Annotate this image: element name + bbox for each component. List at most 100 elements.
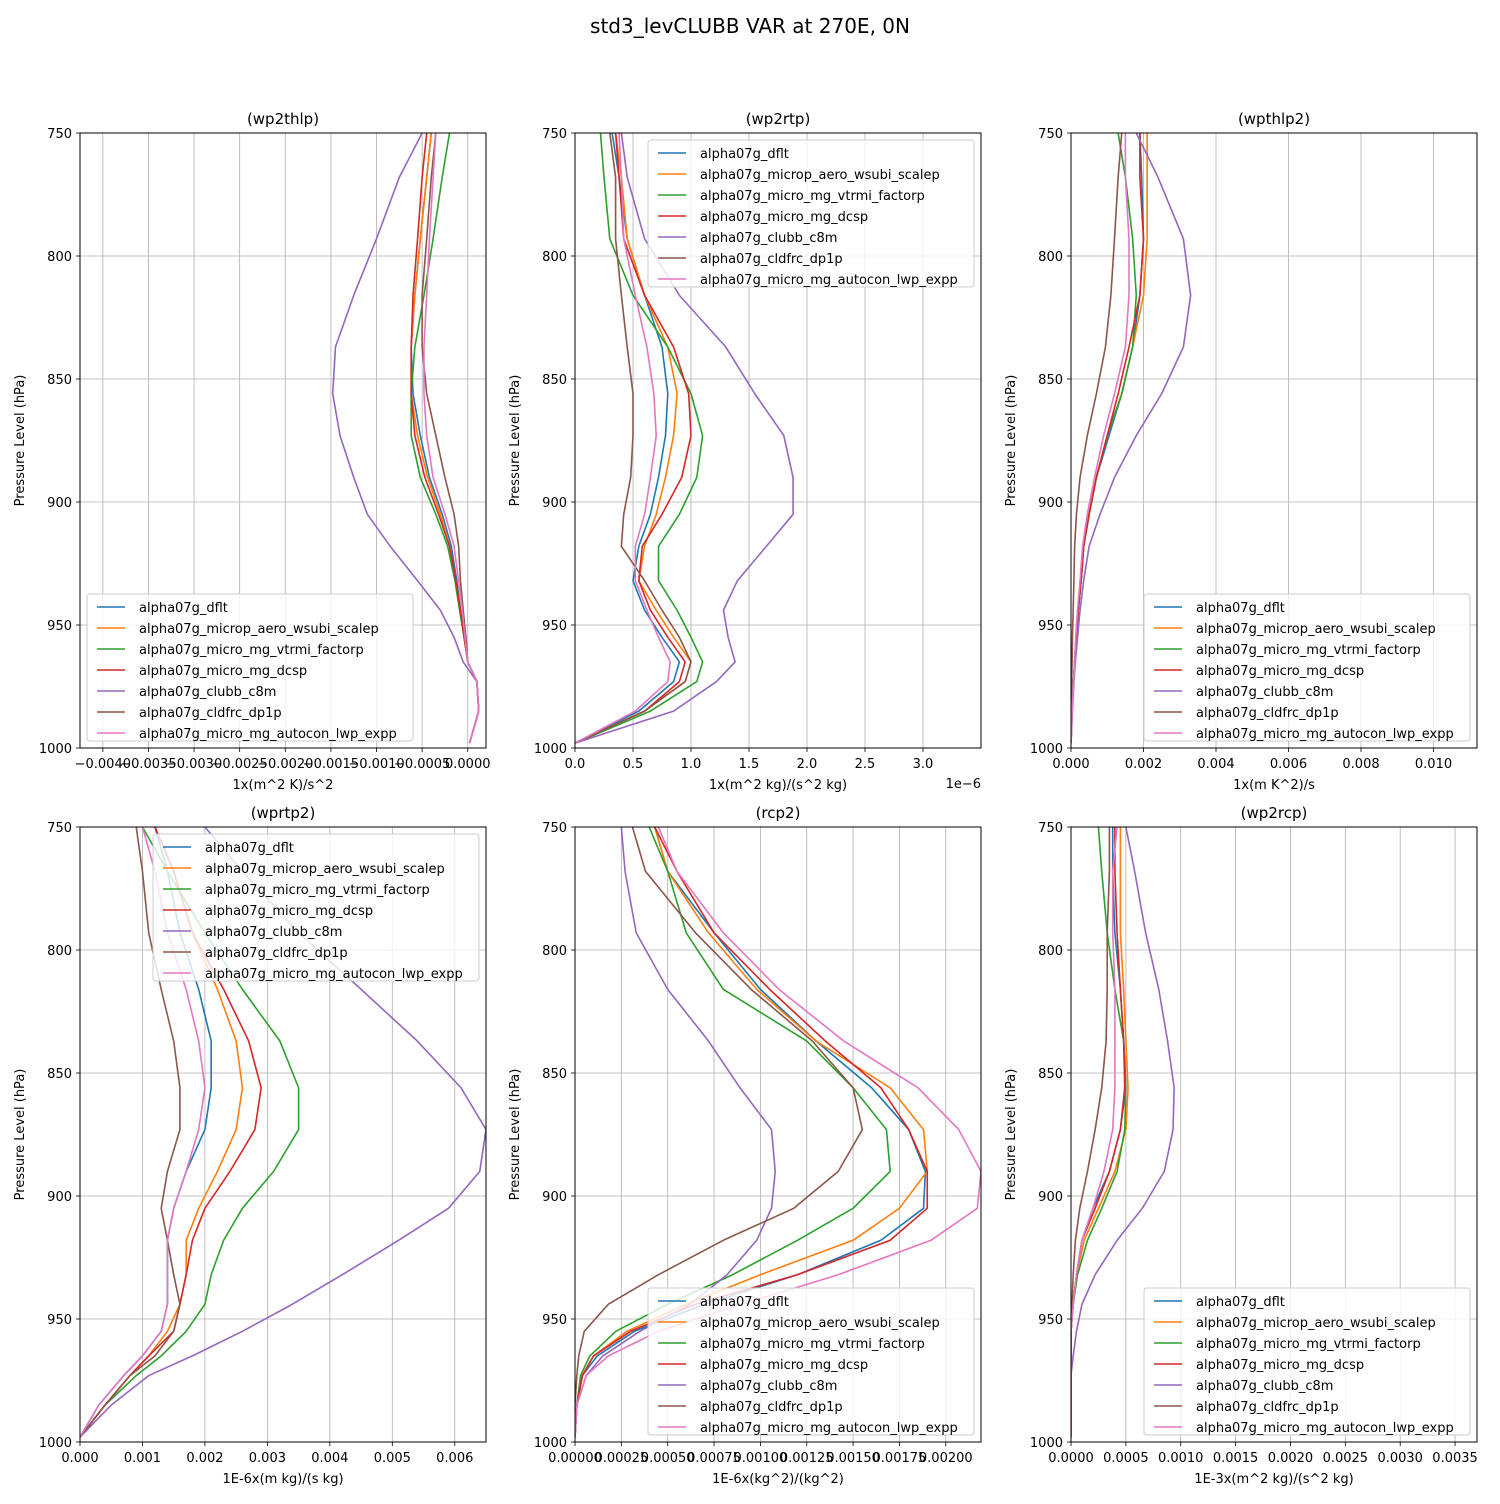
legend-box bbox=[1143, 593, 1471, 742]
legend-label-alpha07g_micro_mg_vtrmi_factorp: alpha07g_micro_mg_vtrmi_factorp bbox=[700, 189, 925, 204]
legend-label-alpha07g_micro_mg_vtrmi_factorp: alpha07g_micro_mg_vtrmi_factorp bbox=[700, 1337, 925, 1352]
legend-label-alpha07g_micro_mg_autocon_lwp_expp: alpha07g_micro_mg_autocon_lwp_expp bbox=[1196, 1421, 1454, 1436]
x-tick-label: 2.5 bbox=[855, 757, 876, 772]
x-tick-label: −0.0020 bbox=[257, 757, 313, 772]
series-line-alpha07g_clubb_c8m bbox=[575, 827, 777, 1438]
x-tick-label: 0.0030 bbox=[1377, 1451, 1423, 1466]
legend-label-alpha07g_dflt: alpha07g_dflt bbox=[700, 1295, 789, 1310]
axes-frame bbox=[1070, 132, 1478, 749]
y-tick-label: 800 bbox=[542, 944, 567, 959]
y-axis-label: Pressure Level (hPa) bbox=[1004, 375, 1019, 507]
legend-label-alpha07g_micro_mg_vtrmi_factorp: alpha07g_micro_mg_vtrmi_factorp bbox=[1196, 1337, 1421, 1352]
legend-box bbox=[86, 593, 414, 742]
legend-label-alpha07g_micro_mg_dcsp: alpha07g_micro_mg_dcsp bbox=[700, 1358, 868, 1373]
subplot-4: 0.000 0.001 0.002 0.003 0.004 0.005 0.006 750 80… bbox=[13, 804, 487, 1487]
legend-label-alpha07g_clubb_c8m: alpha07g_clubb_c8m bbox=[1196, 1379, 1333, 1394]
legend-box bbox=[647, 1287, 975, 1436]
legend-label-alpha07g_cldfrc_dp1p: alpha07g_cldfrc_dp1p bbox=[1196, 706, 1339, 721]
series-line-alpha07g_cldfrc_dp1p bbox=[1071, 827, 1111, 1438]
y-tick-label: 750 bbox=[47, 821, 72, 836]
y-tick-label: 1000 bbox=[1030, 1436, 1063, 1451]
y-tick-label: 950 bbox=[47, 1313, 72, 1328]
x-tick-label: 0.0000 bbox=[445, 757, 491, 772]
legend-label-alpha07g_micro_mg_dcsp: alpha07g_micro_mg_dcsp bbox=[205, 904, 373, 919]
y-tick-label: 900 bbox=[1038, 1190, 1063, 1205]
x-axis-label: 1E-6x(kg^2)/(kg^2) bbox=[712, 1472, 844, 1487]
axes-frame bbox=[79, 132, 487, 749]
figure-title: std3_levCLUBB VAR at 270E, 0N bbox=[590, 14, 910, 38]
series-line-alpha07g_micro_mg_dcsp bbox=[575, 827, 929, 1438]
y-tick-label: 1000 bbox=[1030, 742, 1063, 757]
x-tick-label: −0.0005 bbox=[394, 757, 450, 772]
legend-label-alpha07g_microp_aero_wsubi_scalep: alpha07g_microp_aero_wsubi_scalep bbox=[700, 1316, 940, 1331]
legend-label-alpha07g_micro_mg_autocon_lwp_expp: alpha07g_micro_mg_autocon_lwp_expp bbox=[205, 967, 463, 982]
series-line-alpha07g_micro_mg_autocon_lwp_expp bbox=[423, 133, 480, 744]
x-tick-label: 0.001 bbox=[124, 1451, 161, 1466]
series-group bbox=[331, 133, 480, 744]
x-tick-label: 0.0025 bbox=[1323, 1451, 1369, 1466]
series-line-alpha07g_cldfrc_dp1p bbox=[575, 133, 692, 744]
x-tick-label: 0.0005 bbox=[1103, 1451, 1149, 1466]
legend-label-alpha07g_clubb_c8m: alpha07g_clubb_c8m bbox=[205, 925, 342, 940]
y-tick-label: 850 bbox=[1038, 1067, 1063, 1082]
y-tick-label: 900 bbox=[542, 496, 567, 511]
legend-label-alpha07g_microp_aero_wsubi_scalep: alpha07g_microp_aero_wsubi_scalep bbox=[205, 862, 445, 877]
legend-label-alpha07g_micro_mg_autocon_lwp_expp: alpha07g_micro_mg_autocon_lwp_expp bbox=[1196, 727, 1454, 742]
x-offset-label: 1e−6 bbox=[946, 777, 981, 792]
x-tick-label: −0.0015 bbox=[303, 757, 359, 772]
subplot-6: 0.0000 0.0005 0.0010 0.0015 0.0020 0.0025 0.00… bbox=[1004, 804, 1478, 1487]
legend-label-alpha07g_micro_mg_vtrmi_factorp: alpha07g_micro_mg_vtrmi_factorp bbox=[139, 643, 364, 658]
x-tick-label: 0.5 bbox=[623, 757, 644, 772]
series-line-alpha07g_micro_mg_vtrmi_factorp bbox=[575, 827, 891, 1438]
x-tick-label: 0.005 bbox=[374, 1451, 411, 1466]
legend-label-alpha07g_micro_mg_vtrmi_factorp: alpha07g_micro_mg_vtrmi_factorp bbox=[205, 883, 430, 898]
y-tick-label: 950 bbox=[1038, 1313, 1063, 1328]
x-tick-label: 2.0 bbox=[797, 757, 818, 772]
legend-label-alpha07g_micro_mg_dcsp: alpha07g_micro_mg_dcsp bbox=[1196, 664, 1364, 679]
series-group bbox=[1071, 133, 1192, 744]
series-line-alpha07g_micro_mg_vtrmi_factorp bbox=[1071, 827, 1127, 1438]
x-tick-label: −0.0010 bbox=[348, 757, 404, 772]
subplot-title: (wp2thlp) bbox=[247, 110, 319, 128]
series-line-alpha07g_micro_mg_autocon_lwp_expp bbox=[1071, 827, 1118, 1438]
x-tick-label: 0.00050 bbox=[641, 1451, 695, 1466]
legend-label-alpha07g_microp_aero_wsubi_scalep: alpha07g_microp_aero_wsubi_scalep bbox=[139, 622, 379, 637]
x-tick-label: −0.0035 bbox=[120, 757, 176, 772]
x-tick-label: 0.004 bbox=[311, 1451, 348, 1466]
legend: alpha07g_dflt alpha07g_microp_aero_wsubi_… bbox=[647, 1287, 975, 1436]
y-tick-label: 900 bbox=[47, 1190, 72, 1205]
legend-label-alpha07g_micro_mg_dcsp: alpha07g_micro_mg_dcsp bbox=[1196, 1358, 1364, 1373]
y-tick-label: 900 bbox=[1038, 496, 1063, 511]
legend-box bbox=[1143, 1287, 1471, 1436]
series-line-alpha07g_cldfrc_dp1p bbox=[1071, 133, 1123, 744]
legend-label-alpha07g_dflt: alpha07g_dflt bbox=[205, 841, 294, 856]
x-tick-label: 0.008 bbox=[1342, 757, 1379, 772]
x-tick-label: 0.003 bbox=[249, 1451, 286, 1466]
legend-label-alpha07g_dflt: alpha07g_dflt bbox=[1196, 1295, 1285, 1310]
y-axis-label: Pressure Level (hPa) bbox=[508, 375, 523, 507]
y-tick-label: 800 bbox=[47, 250, 72, 265]
legend-label-alpha07g_micro_mg_autocon_lwp_expp: alpha07g_micro_mg_autocon_lwp_expp bbox=[700, 273, 958, 288]
y-axis-label: Pressure Level (hPa) bbox=[13, 1069, 28, 1201]
x-axis-label: 1x(m^2 kg)/(s^2 kg) bbox=[709, 778, 847, 793]
legend: alpha07g_dflt alpha07g_microp_aero_wsubi_… bbox=[152, 833, 480, 982]
y-tick-label: 750 bbox=[1038, 127, 1063, 142]
x-tick-label: 0.00150 bbox=[826, 1451, 880, 1466]
legend-label-alpha07g_cldfrc_dp1p: alpha07g_cldfrc_dp1p bbox=[205, 946, 348, 961]
legend-label-alpha07g_clubb_c8m: alpha07g_clubb_c8m bbox=[1196, 685, 1333, 700]
legend-box bbox=[647, 139, 975, 288]
series-line-alpha07g_micro_mg_autocon_lwp_expp bbox=[575, 827, 981, 1438]
subplot-title: (wp2rtp) bbox=[746, 110, 811, 128]
legend-label-alpha07g_cldfrc_dp1p: alpha07g_cldfrc_dp1p bbox=[700, 252, 843, 267]
axes-frame bbox=[1070, 826, 1478, 1443]
y-tick-label: 750 bbox=[542, 821, 567, 836]
series-line-alpha07g_dflt bbox=[575, 827, 927, 1438]
series-line-alpha07g_micro_mg_dcsp bbox=[1071, 827, 1126, 1438]
y-tick-label: 1000 bbox=[534, 1436, 567, 1451]
legend-label-alpha07g_micro_mg_autocon_lwp_expp: alpha07g_micro_mg_autocon_lwp_expp bbox=[139, 727, 397, 742]
x-tick-label: 0.00200 bbox=[919, 1451, 973, 1466]
x-tick-label: 0.00025 bbox=[594, 1451, 648, 1466]
legend-label-alpha07g_micro_mg_dcsp: alpha07g_micro_mg_dcsp bbox=[700, 210, 868, 225]
legend-label-alpha07g_clubb_c8m: alpha07g_clubb_c8m bbox=[700, 231, 837, 246]
